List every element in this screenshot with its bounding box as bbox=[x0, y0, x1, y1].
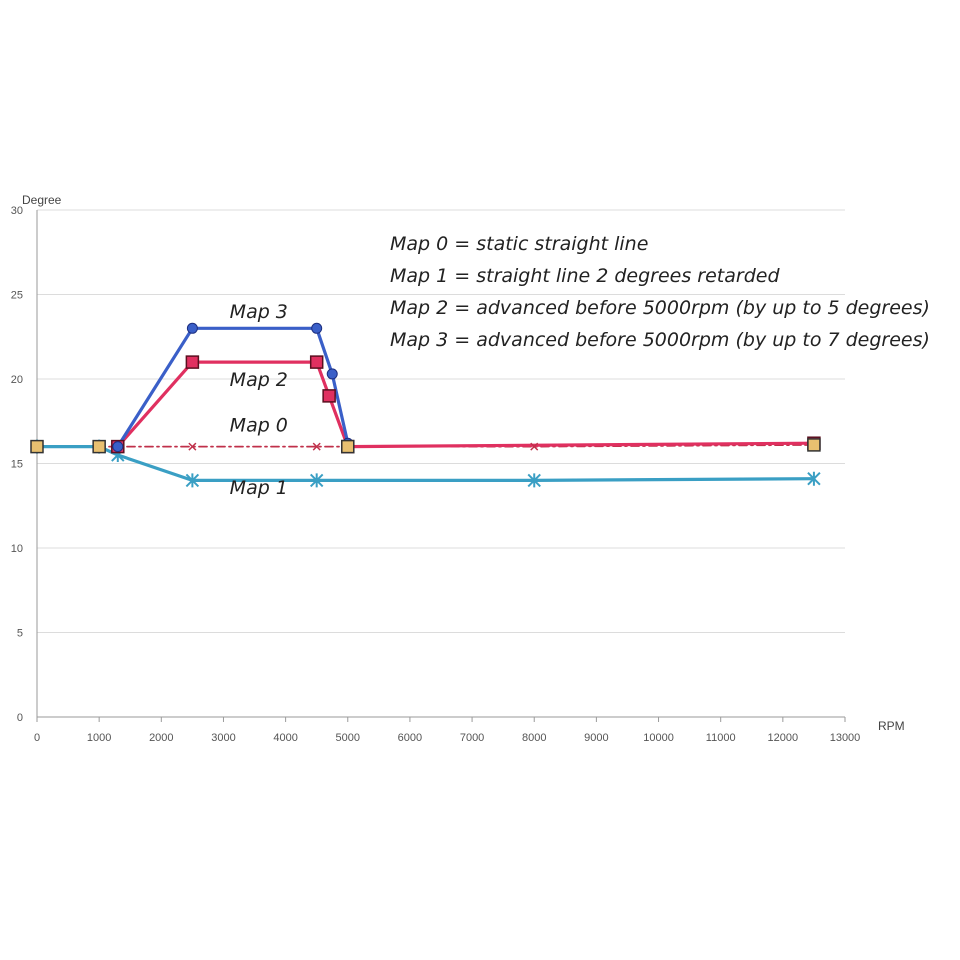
marker-map-1-6 bbox=[807, 471, 821, 486]
grid-lines bbox=[37, 209, 845, 633]
marker-shared-square-0 bbox=[30, 439, 44, 454]
series-label-map-2: Map 2 bbox=[230, 369, 288, 391]
x-tick-labels: 0 1000 2000 3000 4000 5000 6000 7000 8000 9000 100… bbox=[34, 732, 860, 744]
note-map-1: Map 1 = straight line 2 degrees retarded bbox=[390, 265, 780, 287]
y-tick-label-5: 5 bbox=[17, 628, 23, 640]
y-tick-label-20: 20 bbox=[11, 374, 23, 386]
marker-shared-square-1 bbox=[92, 439, 106, 454]
x-tick-label-6000: 6000 bbox=[398, 732, 422, 744]
x-tick-label-13000: 13000 bbox=[830, 732, 861, 744]
axes bbox=[36, 210, 846, 722]
marker-map-1-4 bbox=[309, 473, 324, 488]
marker-map-1-5 bbox=[527, 473, 541, 488]
y-tick-label-25: 25 bbox=[11, 290, 23, 302]
note-map-3: Map 3 = advanced before 5000rpm (by up t… bbox=[390, 329, 930, 351]
y-tick-label-0: 0 bbox=[17, 712, 23, 724]
x-tick-label-2000: 2000 bbox=[149, 732, 173, 744]
x-tick-label-8000: 8000 bbox=[522, 732, 546, 744]
series-line-map-2 bbox=[116, 360, 816, 449]
series-markers bbox=[30, 322, 821, 488]
series-label-map-1: Map 1 bbox=[230, 477, 288, 499]
marker-map-2-2 bbox=[309, 355, 324, 369]
marker-map-3-1 bbox=[186, 322, 198, 334]
x-axis-title: RPM bbox=[878, 719, 905, 733]
marker-map-0-3 bbox=[188, 442, 197, 451]
series-label-map-0: Map 0 bbox=[230, 414, 288, 436]
series-labels: Map 0 Map 1 Map 2 Map 3 bbox=[230, 301, 288, 499]
x-tick-label-11000: 11000 bbox=[706, 732, 736, 744]
x-tick-label-1000: 1000 bbox=[87, 732, 111, 744]
marker-map-2-3 bbox=[322, 389, 336, 403]
marker-map-2-1 bbox=[185, 355, 200, 369]
marker-map-0-6 bbox=[530, 442, 539, 451]
series-lines bbox=[35, 326, 816, 482]
x-tick-label-0: 0 bbox=[34, 732, 40, 744]
y-tick-labels: 0 5 10 15 20 25 30 bbox=[11, 205, 23, 724]
legend-notes: Map 0 = static straight line Map 1 = str… bbox=[390, 233, 930, 351]
note-map-2: Map 2 = advanced before 5000rpm (by up t… bbox=[390, 297, 930, 319]
marker-map-0-4 bbox=[312, 442, 321, 451]
marker-map-3-3 bbox=[326, 368, 338, 380]
marker-shared-square-3 bbox=[807, 438, 821, 452]
x-tick-label-5000: 5000 bbox=[336, 732, 360, 744]
series-label-map-3: Map 3 bbox=[230, 301, 288, 323]
y-tick-label-10: 10 bbox=[11, 543, 23, 555]
marker-shared-square-2 bbox=[341, 439, 355, 454]
x-tick-label-7000: 7000 bbox=[460, 732, 484, 744]
marker-map-1-3 bbox=[185, 473, 200, 488]
y-axis-title: Degree bbox=[22, 193, 62, 207]
x-tick-label-4000: 4000 bbox=[273, 732, 297, 744]
y-tick-label-30: 30 bbox=[11, 205, 23, 217]
x-tick-label-12000: 12000 bbox=[768, 732, 799, 744]
x-tick-label-3000: 3000 bbox=[211, 732, 235, 744]
x-tick-label-10000: 10000 bbox=[643, 732, 674, 744]
note-map-0: Map 0 = static straight line bbox=[390, 233, 648, 255]
x-tick-label-9000: 9000 bbox=[584, 732, 608, 744]
y-tick-label-15: 15 bbox=[11, 459, 23, 471]
marker-map-3-0 bbox=[112, 441, 124, 453]
marker-map-3-2 bbox=[311, 322, 323, 334]
